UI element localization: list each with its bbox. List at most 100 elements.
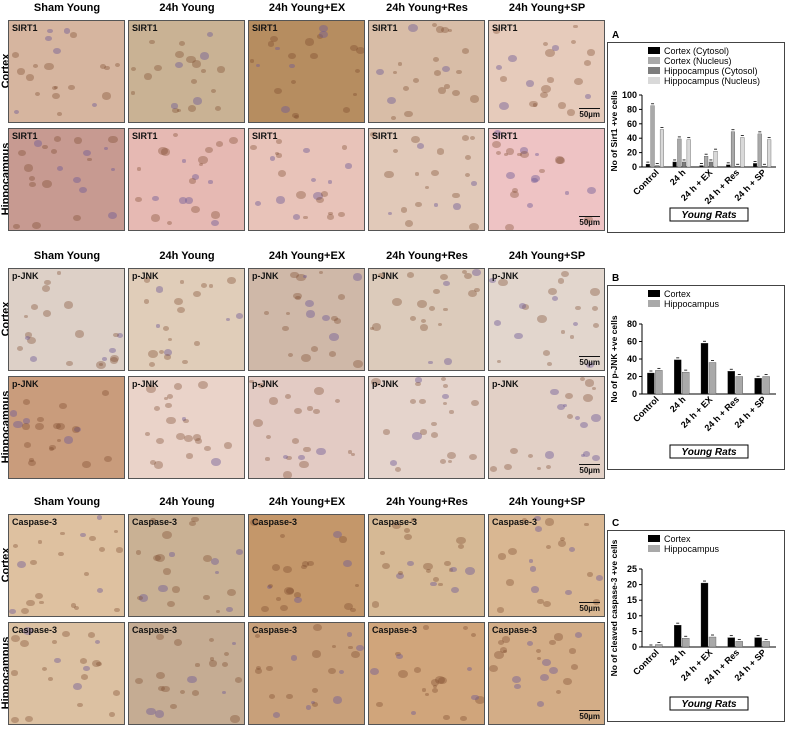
cell-blob [495, 151, 501, 156]
cell-blob [167, 337, 173, 342]
y-tick-label: 80 [627, 319, 637, 329]
cell-blob [291, 438, 299, 445]
cell-blob [162, 568, 172, 576]
cell-blob [271, 564, 281, 572]
cell-blob [350, 608, 356, 613]
cell-blob [17, 68, 26, 75]
cell-blob [265, 435, 272, 440]
cell-blob [294, 408, 302, 415]
cell-blob [391, 115, 396, 120]
cell-blob [450, 586, 459, 593]
cell-blob [444, 560, 451, 566]
cell-blob [545, 464, 551, 469]
cell-blob [208, 283, 214, 288]
footer-label: Young Rats [681, 447, 737, 458]
cell-blob [282, 326, 289, 332]
cell-blob [253, 418, 264, 427]
cell-blob [109, 712, 115, 717]
cell-blob [166, 416, 176, 425]
cell-blob [11, 670, 18, 676]
cell-blob [49, 447, 55, 452]
bar [686, 139, 691, 168]
tile-label: Caspase-3 [12, 517, 58, 527]
cell-blob [506, 172, 516, 180]
scale-bar: 50µm [579, 356, 600, 367]
cell-blob [274, 88, 282, 95]
cell-blob [35, 422, 44, 430]
cell-blob [298, 455, 305, 461]
cell-blob [498, 278, 508, 286]
panel-letter: A [612, 30, 620, 41]
cell-blob [586, 186, 596, 194]
cell-blob [377, 272, 384, 278]
cell-blob [292, 214, 300, 220]
cell-blob [496, 64, 503, 70]
cell-blob [392, 70, 397, 74]
cell-blob [491, 140, 502, 149]
cell-blob [343, 107, 351, 114]
legend-swatch [648, 67, 660, 74]
cell-blob [287, 352, 293, 357]
cell-blob [24, 164, 34, 172]
cell-blob [190, 78, 197, 84]
cell-blob [198, 156, 208, 164]
micrograph-tile: p-JNK [128, 268, 245, 371]
cell-blob [209, 657, 214, 661]
cell-blob [409, 316, 416, 321]
cell-blob [73, 214, 82, 222]
cell-blob [520, 151, 529, 159]
micrograph-tile: SIRT1 [8, 20, 125, 123]
cell-blob [452, 203, 461, 210]
cell-blob [470, 399, 480, 407]
cell-blob [174, 61, 184, 69]
cell-blob [568, 547, 576, 553]
cell-blob [496, 359, 502, 364]
cell-blob [74, 426, 81, 433]
cell-blob [174, 50, 185, 58]
micrograph-tile: p-JNK [248, 376, 365, 479]
cell-blob [415, 377, 422, 383]
cell-blob [77, 702, 83, 708]
legend-swatch [648, 300, 660, 307]
micrograph-tile: SIRT1 [128, 128, 245, 231]
cell-blob [290, 655, 298, 661]
cell-blob [312, 191, 323, 200]
cell-blob [332, 531, 342, 539]
cell-blob [470, 181, 477, 186]
cell-blob [293, 114, 299, 119]
cell-blob [286, 587, 295, 595]
category-label: 24 h [668, 394, 688, 414]
cell-blob [543, 41, 549, 47]
cell-blob [135, 677, 143, 684]
cell-blob [521, 304, 530, 311]
cell-blob [423, 625, 430, 630]
cell-blob [584, 93, 591, 99]
bar [655, 370, 663, 395]
cell-blob [396, 653, 403, 659]
tile-label: Caspase-3 [492, 625, 538, 635]
cell-blob [54, 136, 62, 142]
cell-blob [184, 196, 194, 204]
cell-blob [249, 379, 254, 384]
cell-blob [210, 558, 220, 565]
cell-blob [25, 715, 34, 723]
cell-blob [91, 102, 98, 108]
tile-label: SIRT1 [252, 131, 278, 141]
cell-blob [166, 220, 172, 225]
cell-blob [96, 588, 104, 594]
cell-blob [557, 278, 565, 284]
cell-blob [21, 608, 29, 615]
cell-blob [434, 676, 445, 685]
cell-blob [413, 77, 420, 83]
cell-blob [51, 149, 58, 155]
cell-blob [305, 705, 312, 710]
cell-blob [34, 91, 41, 97]
cell-blob [39, 600, 44, 605]
cell-blob [335, 398, 340, 403]
cell-blob [414, 201, 422, 208]
cell-blob [556, 157, 565, 164]
cell-blob [52, 640, 57, 644]
cell-blob [540, 673, 550, 681]
cell-blob [560, 537, 566, 542]
cell-blob [290, 79, 297, 85]
